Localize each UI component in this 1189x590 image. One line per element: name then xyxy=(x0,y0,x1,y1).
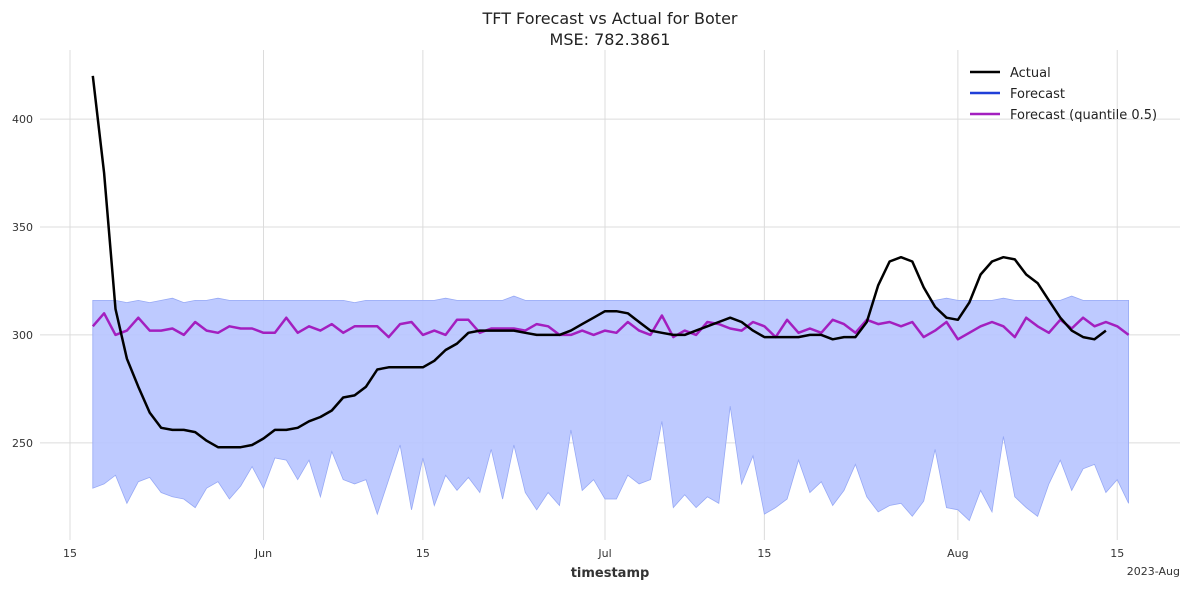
y-tick-label: 250 xyxy=(12,437,33,450)
legend-label-actual: Actual xyxy=(1010,66,1051,81)
y-tick-label: 350 xyxy=(12,221,33,234)
x-tick-label: Aug xyxy=(947,547,968,560)
x-axis-ticks: 15 Jun 15 Jul 15 Aug 15 xyxy=(63,547,1124,560)
forecast-interval-area xyxy=(92,295,1129,522)
y-tick-label: 400 xyxy=(12,113,33,126)
forecast-interval-band xyxy=(92,295,1129,522)
legend-label-quantile: Forecast (quantile 0.5) xyxy=(1010,108,1157,123)
x-tick-label: Jul xyxy=(597,547,611,560)
x-tick-label: Jun xyxy=(254,547,272,560)
chart-subtitle: MSE: 782.3861 xyxy=(550,30,671,49)
legend-label-forecast: Forecast xyxy=(1010,87,1065,102)
chart-title: TFT Forecast vs Actual for Boter xyxy=(482,9,738,28)
x-axis-label: timestamp xyxy=(571,566,650,581)
legend: Actual Forecast Forecast (quantile 0.5) xyxy=(970,66,1157,123)
x-axis-offset-label: 2023-Aug xyxy=(1127,565,1180,578)
x-tick-label: 15 xyxy=(1110,547,1124,560)
x-tick-label: 15 xyxy=(757,547,771,560)
actual-line xyxy=(91,75,1107,449)
y-tick-label: 300 xyxy=(12,329,33,342)
y-axis-ticks: 250 300 350 400 xyxy=(12,113,33,450)
x-tick-label: 15 xyxy=(416,547,430,560)
series-lines xyxy=(91,75,1130,449)
forecast-quantile-line xyxy=(91,312,1130,341)
x-tick-label: 15 xyxy=(63,547,77,560)
